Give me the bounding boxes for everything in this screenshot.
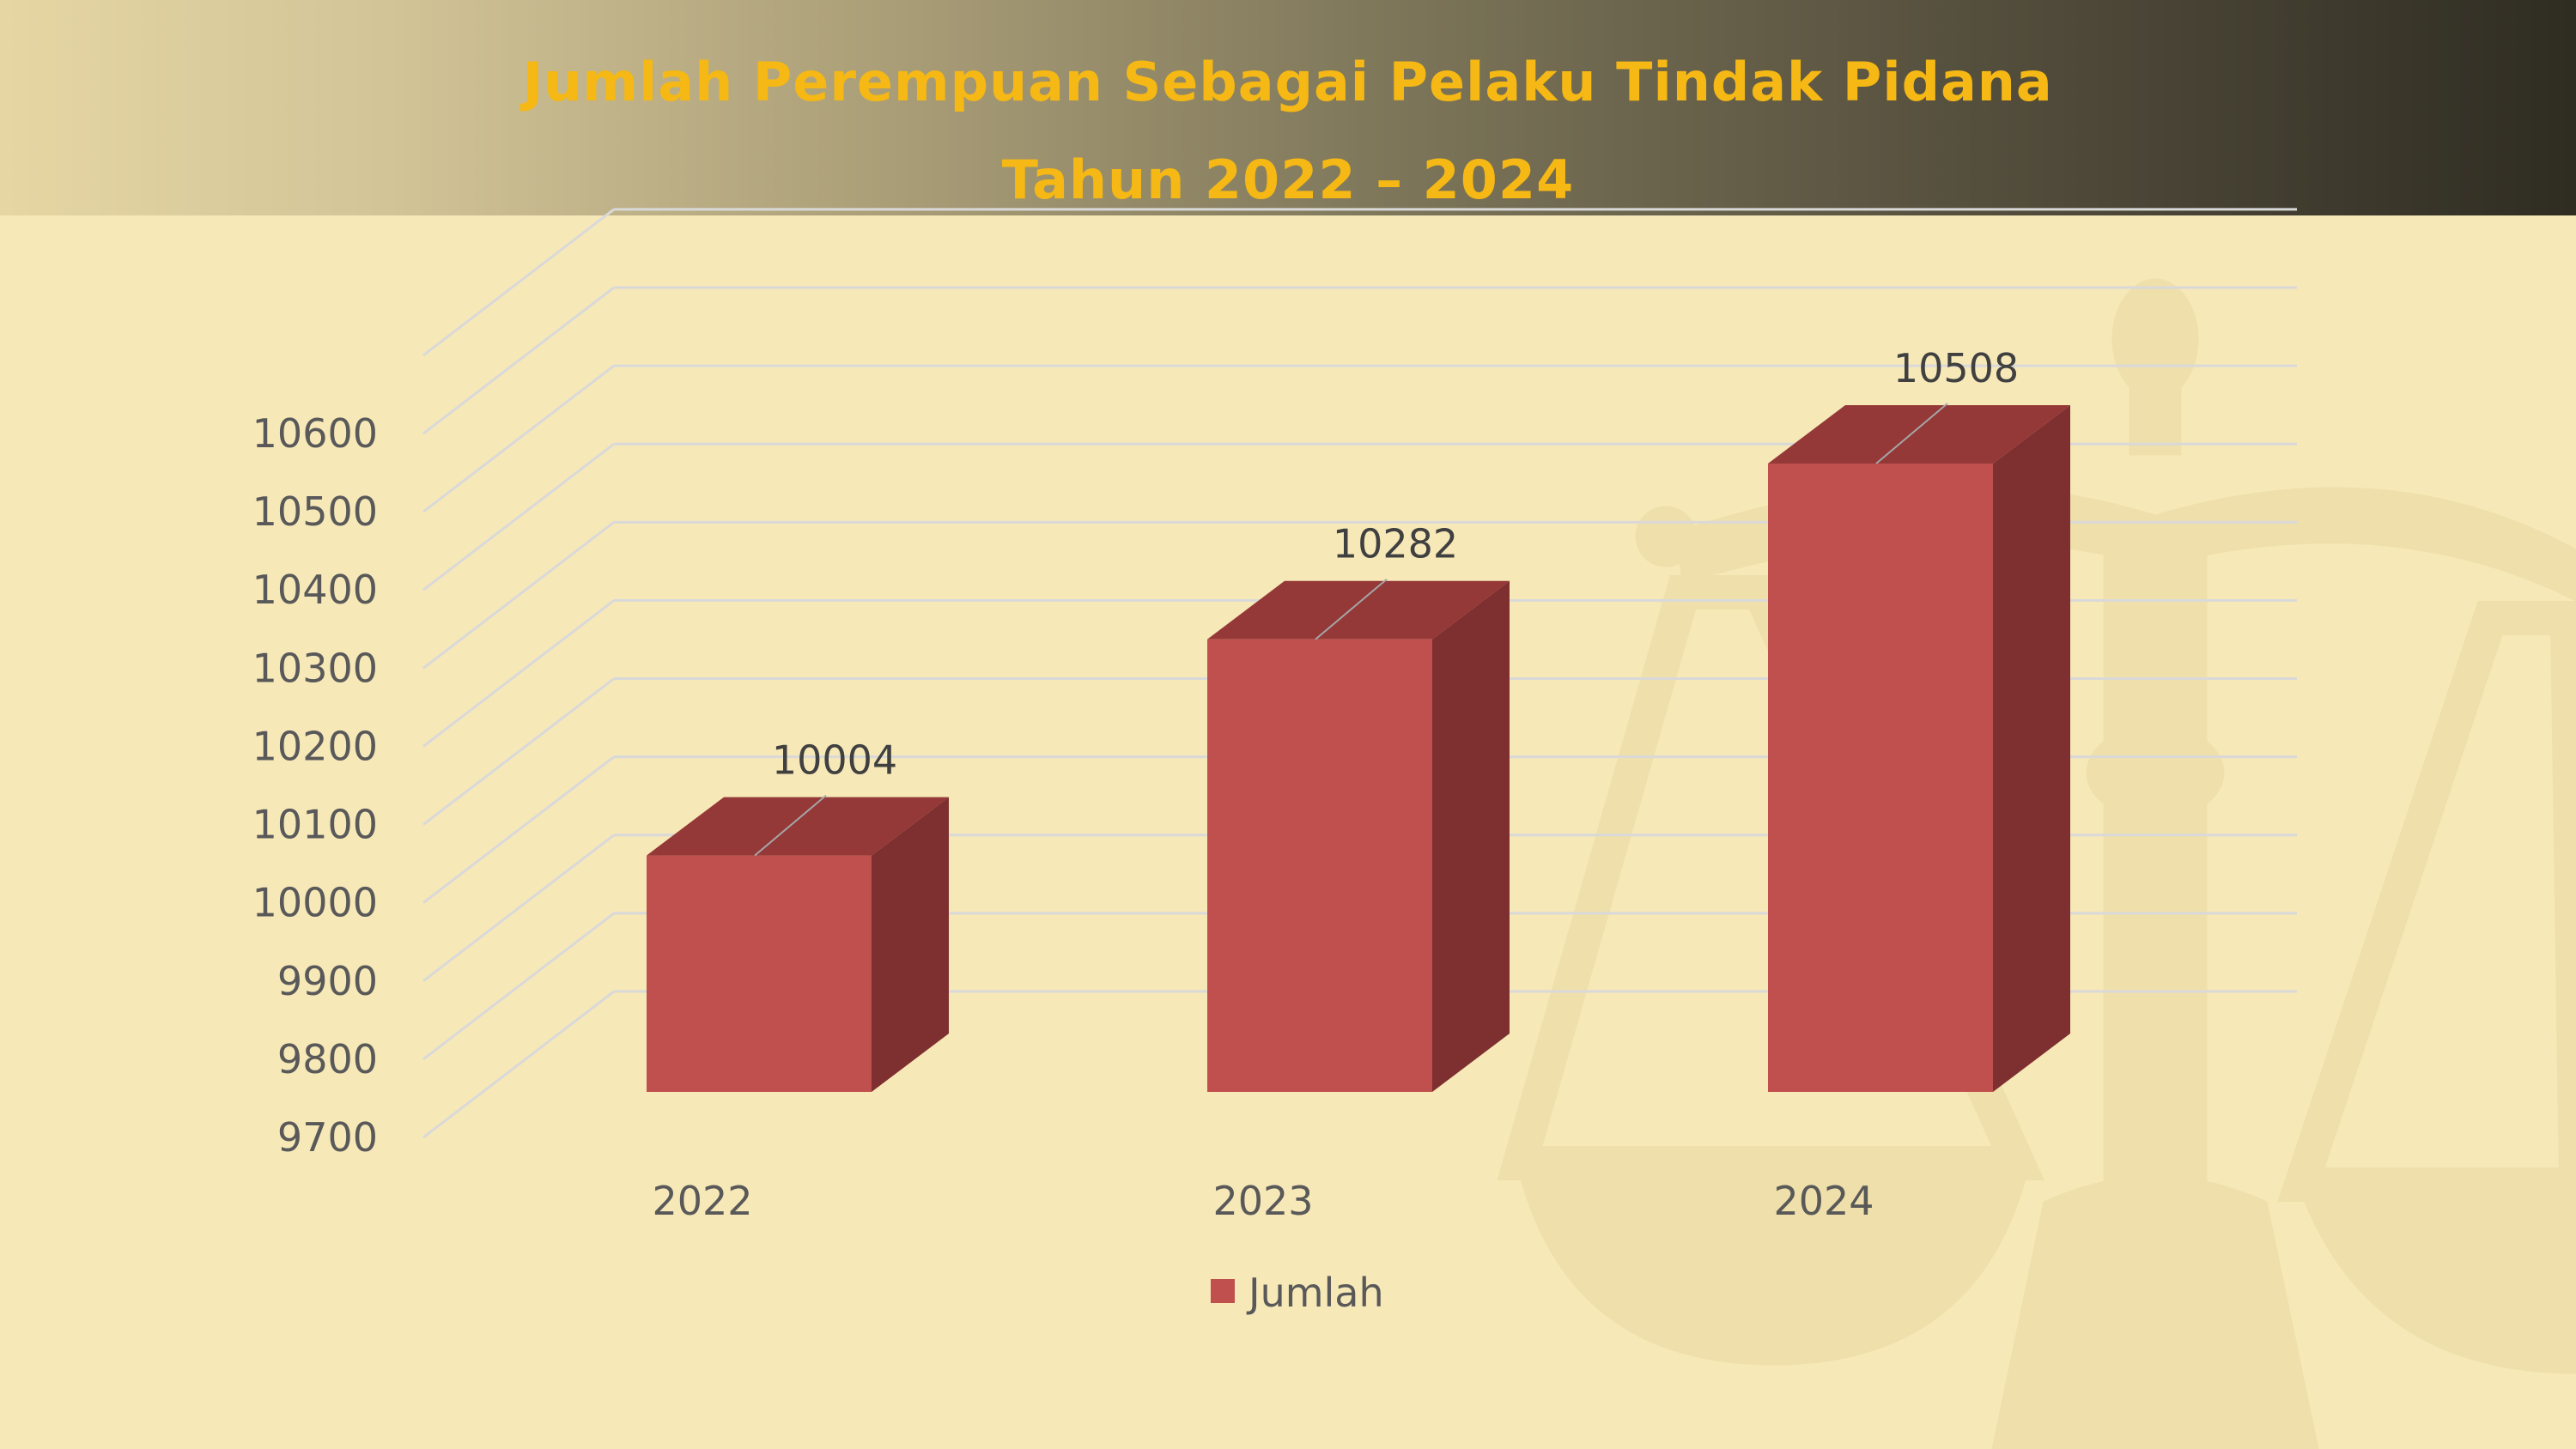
y-tick-label: 10200 xyxy=(252,723,378,769)
bar-front xyxy=(1207,639,1432,1092)
y-tick-label: 10500 xyxy=(252,488,378,535)
bar-2022 xyxy=(647,797,949,1092)
bar-side xyxy=(1993,405,2070,1092)
bar-side xyxy=(1432,580,1510,1092)
bar-front xyxy=(647,855,872,1092)
y-tick-label: 10400 xyxy=(252,567,378,613)
legend: Jumlah xyxy=(1211,1270,1384,1316)
bar-side xyxy=(872,797,949,1092)
x-axis: 2022 2023 2024 xyxy=(652,1178,1874,1224)
bar-top xyxy=(1207,580,1510,640)
gridline xyxy=(422,364,2297,513)
bars xyxy=(647,405,2070,1092)
x-tick-label: 2023 xyxy=(1212,1178,1313,1224)
data-labels: 10004 10282 10508 xyxy=(754,345,2019,857)
y-tick-label: 10300 xyxy=(252,645,378,691)
bar-2024 xyxy=(1768,405,2070,1092)
leader-line xyxy=(1315,578,1388,640)
y-tick-label: 10100 xyxy=(252,802,378,848)
bar-2023 xyxy=(1207,580,1510,1092)
data-label: 10282 xyxy=(1333,521,1458,567)
legend-label: Jumlah xyxy=(1246,1270,1384,1316)
y-tick-label: 10000 xyxy=(252,880,378,926)
y-tick-label: 9700 xyxy=(277,1114,378,1161)
bar-top xyxy=(647,797,949,856)
chart-title-line-2: Tahun 2022 – 2024 xyxy=(1001,149,1575,211)
data-label: 10004 xyxy=(772,737,897,784)
chart-title-line-1: Jumlah Perempuan Sebagai Pelaku Tindak P… xyxy=(523,51,2053,113)
title-banner: Jumlah Perempuan Sebagai Pelaku Tindak P… xyxy=(0,0,2576,215)
scales-of-justice-icon xyxy=(1497,278,2576,1449)
bar-top xyxy=(1768,405,2070,464)
y-tick-label: 9800 xyxy=(277,1036,378,1082)
y-axis: 9700 9800 9900 10000 10100 10200 10300 10400 105… xyxy=(252,410,378,1161)
x-tick-label: 2022 xyxy=(652,1178,752,1224)
leader-line xyxy=(754,794,827,857)
y-tick-label: 9900 xyxy=(277,958,378,1004)
gridline xyxy=(422,286,2297,435)
gridline xyxy=(422,208,2297,357)
x-tick-label: 2024 xyxy=(1773,1178,1874,1224)
leader-line xyxy=(1875,403,1948,464)
bar-front xyxy=(1768,464,1993,1092)
data-label: 10508 xyxy=(1893,345,2019,391)
legend-swatch xyxy=(1211,1279,1235,1303)
y-tick-label: 10600 xyxy=(252,410,378,457)
